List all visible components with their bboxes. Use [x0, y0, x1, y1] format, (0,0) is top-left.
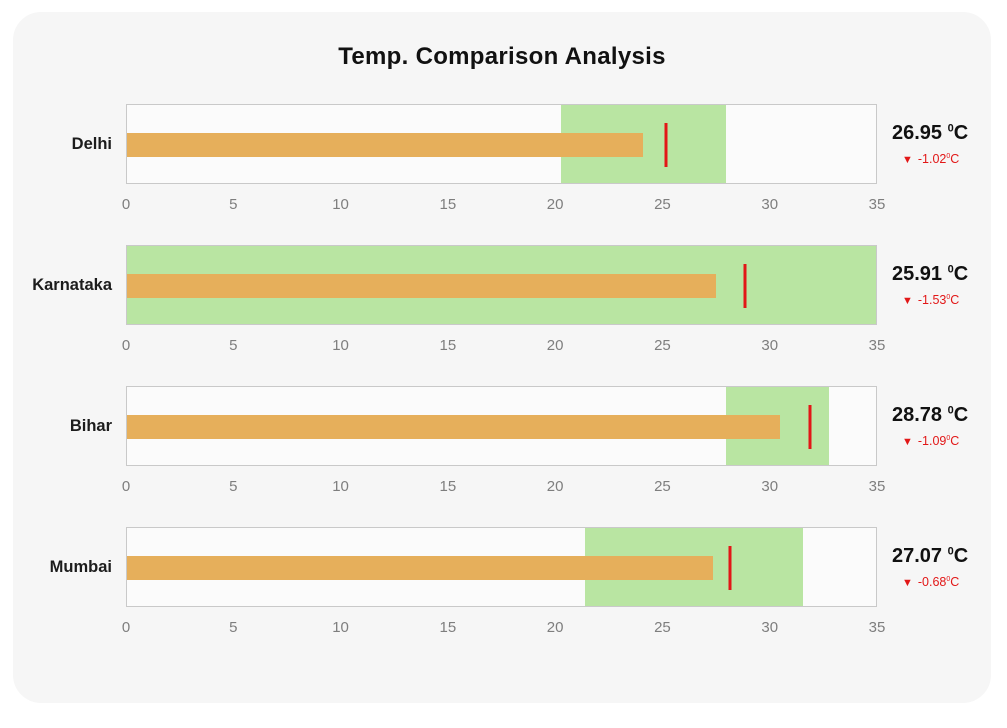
row-label: Bihar — [69, 416, 112, 435]
x-axis-tick: 10 — [332, 619, 349, 636]
delta-label: ▼ -1.020C — [902, 152, 960, 166]
x-axis-tick: 20 — [546, 196, 564, 213]
x-axis-tick: 20 — [546, 619, 564, 636]
value-label: 27.07 0C — [892, 545, 969, 567]
delta-label: ▼ -1.090C — [902, 434, 960, 448]
x-axis-tick: 30 — [761, 478, 779, 495]
x-axis: 0 5 10 15 20 25 30 35 — [122, 618, 886, 638]
measure-bar — [127, 274, 716, 298]
x-axis-tick: 35 — [868, 619, 886, 636]
x-axis-tick: 15 — [439, 196, 457, 213]
x-axis-tick: 25 — [654, 337, 671, 354]
plot-area — [126, 527, 877, 607]
x-axis-tick: 10 — [332, 337, 349, 354]
plot-area — [126, 386, 877, 466]
target-marker — [743, 264, 747, 308]
x-axis-tick: 0 — [121, 337, 131, 354]
chart-title: Temp. Comparison Analysis — [338, 43, 666, 70]
bullet-row: Bihar 0 5 10 15 20 25 30 35 28.78 0C ▼ -1.090C — [13, 386, 991, 497]
x-axis-tick: 30 — [761, 619, 779, 636]
x-axis-tick: 25 — [654, 478, 671, 495]
x-axis-tick: 35 — [868, 337, 886, 354]
x-axis-tick: 20 — [546, 337, 564, 354]
down-triangle-icon: ▼ — [902, 577, 913, 589]
x-axis-tick: 15 — [439, 619, 457, 636]
plot-column: 0 5 10 15 20 25 30 35 — [122, 527, 886, 638]
x-axis-tick: 0 — [121, 478, 131, 495]
x-axis-tick: 25 — [654, 196, 671, 213]
down-triangle-icon: ▼ — [902, 436, 913, 448]
target-marker — [728, 546, 732, 590]
value-label: 26.95 0C — [892, 122, 969, 144]
value-column: 26.95 0C ▼ -1.020C — [877, 104, 991, 184]
delta-label: ▼ -1.530C — [902, 293, 960, 307]
bullet-row: Karnataka 0 5 10 15 20 25 30 35 25.91 0C ▼ -1.53… — [13, 245, 991, 356]
bullet-row: Delhi 0 5 10 15 20 25 30 35 26.95 0C ▼ -1.020C — [13, 104, 991, 215]
x-axis-tick: 15 — [439, 337, 457, 354]
value-label: 25.91 0C — [892, 263, 969, 285]
x-axis-tick: 0 — [121, 196, 131, 213]
row-label: Mumbai — [49, 557, 112, 576]
x-axis-tick: 5 — [229, 337, 238, 354]
target-marker — [808, 405, 812, 449]
plot-column: 0 5 10 15 20 25 30 35 — [122, 104, 886, 215]
x-axis: 0 5 10 15 20 25 30 35 — [122, 477, 886, 497]
x-axis-tick: 10 — [332, 196, 349, 213]
target-marker — [664, 123, 668, 167]
plot-area — [126, 104, 877, 184]
x-axis: 0 5 10 15 20 25 30 35 — [122, 195, 886, 215]
x-axis-tick: 25 — [654, 619, 671, 636]
value-column: 25.91 0C ▼ -1.530C — [877, 245, 991, 325]
plot-column: 0 5 10 15 20 25 30 35 — [122, 245, 886, 356]
x-axis-tick: 35 — [868, 478, 886, 495]
x-axis-tick: 15 — [439, 478, 457, 495]
chart-card: Temp. Comparison Analysis Delhi 0 5 10 15 20… — [13, 12, 991, 703]
x-axis-tick: 35 — [868, 196, 886, 213]
value-column: 27.07 0C ▼ -0.680C — [877, 527, 991, 607]
x-axis-tick: 30 — [761, 196, 779, 213]
x-axis-tick: 10 — [332, 478, 349, 495]
x-axis: 0 5 10 15 20 25 30 35 — [122, 336, 886, 356]
bullet-row: Mumbai 0 5 10 15 20 25 30 35 27.07 0C ▼ -0.680C — [13, 527, 991, 638]
x-axis-tick: 20 — [546, 478, 564, 495]
x-axis-tick: 5 — [229, 196, 238, 213]
plot-column: 0 5 10 15 20 25 30 35 — [122, 386, 886, 497]
measure-bar — [127, 556, 714, 580]
measure-bar — [127, 133, 643, 157]
x-axis-tick: 0 — [121, 619, 131, 636]
row-label: Karnataka — [32, 275, 112, 294]
down-triangle-icon: ▼ — [902, 154, 913, 166]
row-label: Delhi — [71, 134, 112, 153]
value-label: 28.78 0C — [892, 404, 969, 426]
measure-bar — [127, 415, 780, 439]
x-axis-tick: 5 — [229, 619, 238, 636]
value-column: 28.78 0C ▼ -1.090C — [877, 386, 991, 466]
delta-label: ▼ -0.680C — [902, 575, 960, 589]
x-axis-tick: 5 — [229, 478, 238, 495]
down-triangle-icon: ▼ — [902, 295, 913, 307]
bullet-rows: Delhi 0 5 10 15 20 25 30 35 26.95 0C ▼ -1.020C K… — [13, 104, 991, 638]
plot-area — [126, 245, 877, 325]
x-axis-tick: 30 — [761, 337, 779, 354]
